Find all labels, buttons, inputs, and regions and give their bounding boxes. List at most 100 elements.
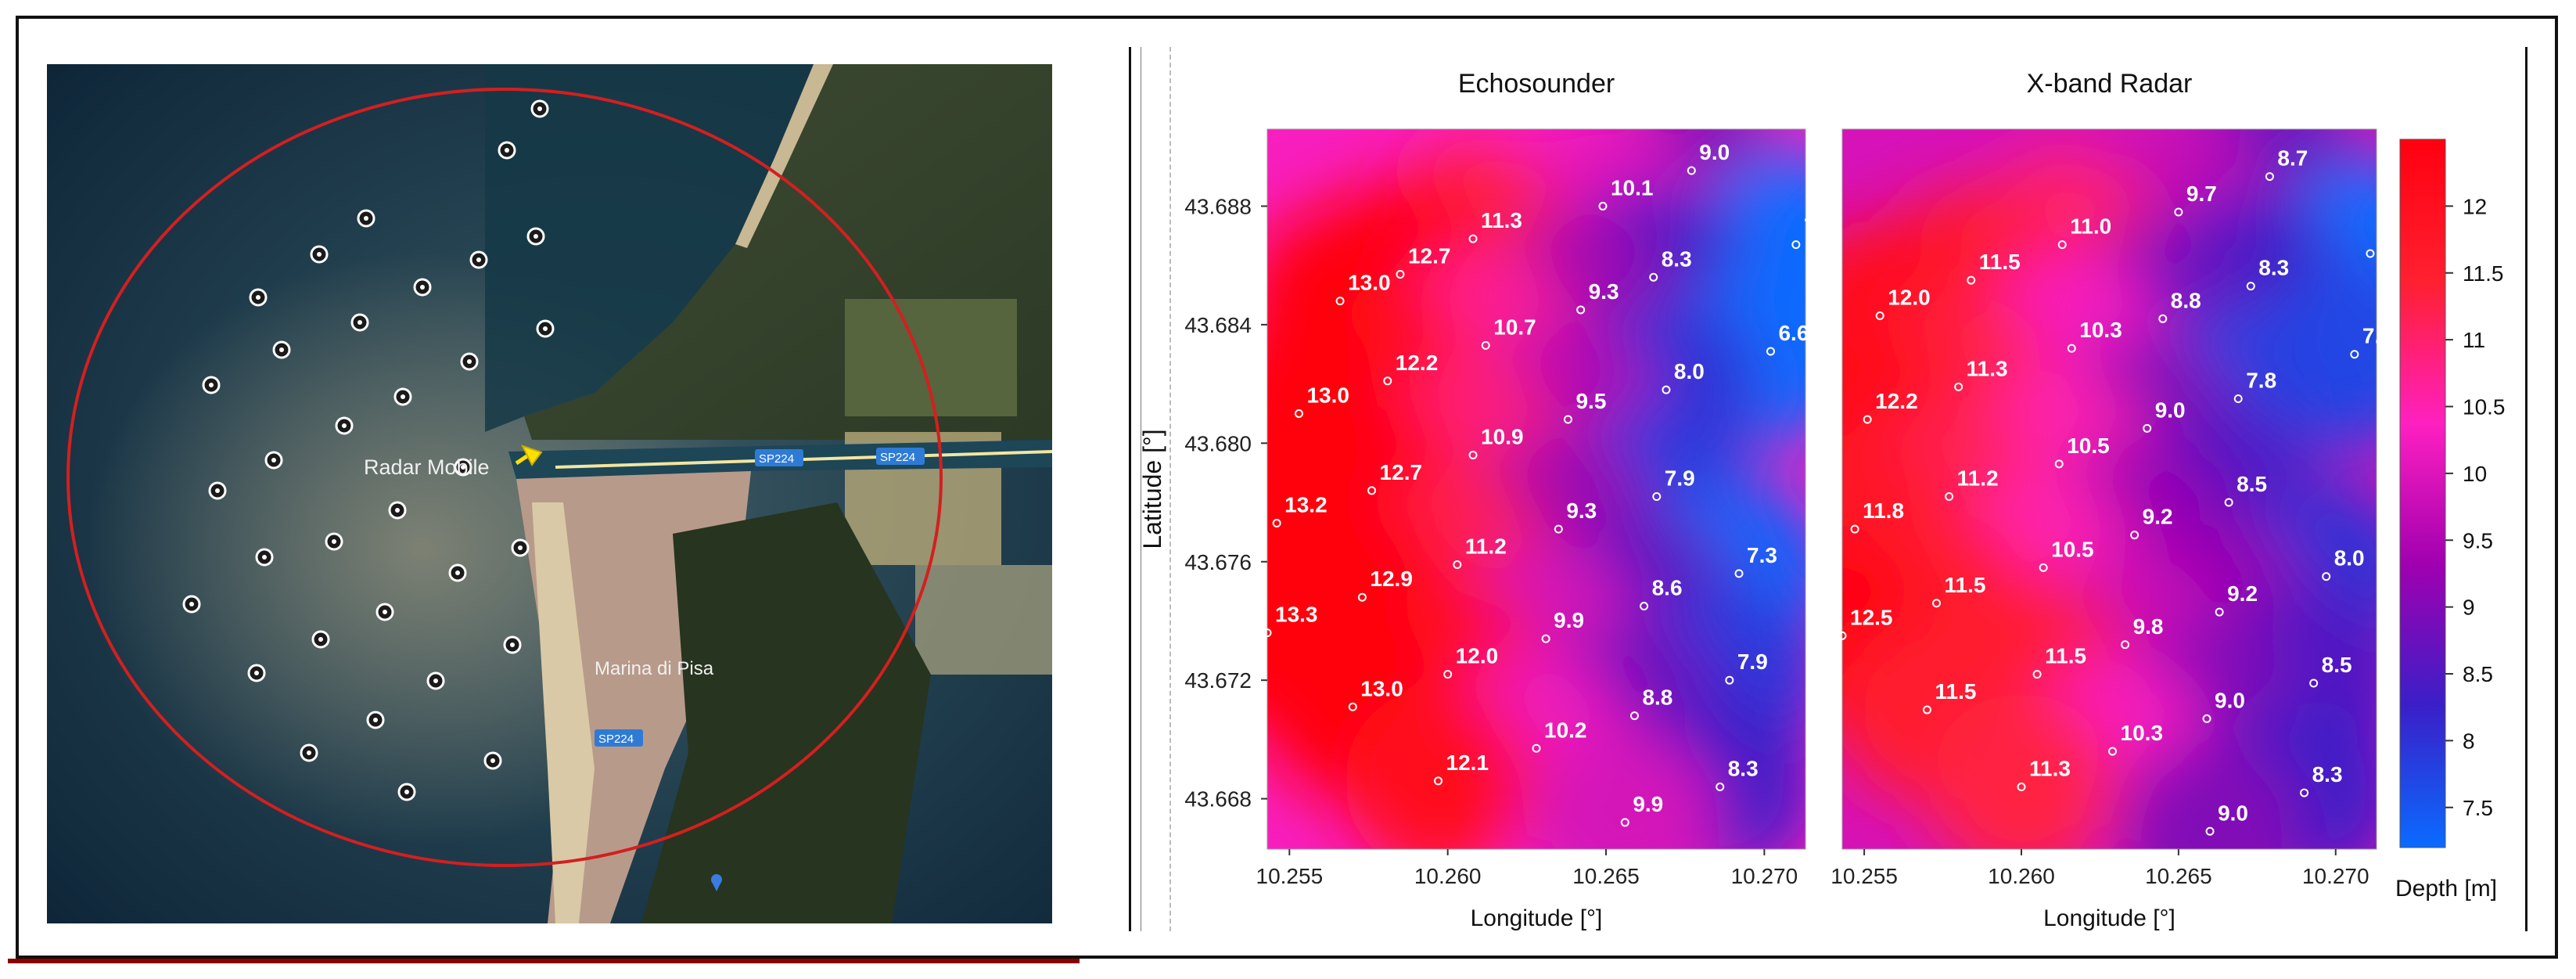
data-point xyxy=(1554,524,1563,534)
data-point xyxy=(1649,272,1658,282)
y-tick-label: 43.676 xyxy=(1184,550,1252,574)
data-label: 9.0 xyxy=(2215,688,2245,712)
depth-field xyxy=(1842,129,2377,849)
plot-area xyxy=(1841,128,2377,850)
data-point xyxy=(1263,628,1272,638)
measurement-point xyxy=(503,635,522,654)
x-tick-label: 10.270 xyxy=(1731,864,1798,888)
panel-divider xyxy=(1129,47,1131,931)
data-label: 11.2 xyxy=(1957,466,1999,490)
data-point xyxy=(1383,376,1392,386)
data-label: 7.9 xyxy=(1665,466,1695,490)
data-point xyxy=(1725,675,1734,685)
colorbar-tick-label: 12 xyxy=(2463,194,2487,218)
data-point xyxy=(2108,747,2118,756)
data-label: 8.3 xyxy=(2258,256,2289,280)
data-label: 10.5 xyxy=(2051,537,2094,561)
colorbar-tick-label: 9 xyxy=(2463,596,2475,620)
satellite-map: Radar Mobile Marina di Pisa SP224 SP224 … xyxy=(47,64,1052,923)
data-point xyxy=(2246,282,2255,291)
data-label: 7.7 xyxy=(2362,324,2393,348)
data-label: 8.8 xyxy=(2171,288,2201,312)
measurement-point xyxy=(483,751,502,770)
colorbar-tick-label: 8 xyxy=(2463,729,2475,753)
data-label: 9.5 xyxy=(1575,389,1606,413)
measurement-point xyxy=(325,532,343,551)
measurement-point xyxy=(350,313,369,332)
data-point xyxy=(2224,498,2233,507)
data-label: 10.1 xyxy=(1611,175,1654,200)
data-point xyxy=(2032,670,2042,679)
data-point xyxy=(1863,415,1872,424)
colorbar-tick-label: 11 xyxy=(2463,328,2485,352)
data-label: 10.9 xyxy=(1481,424,1524,448)
data-label: 9.2 xyxy=(2143,505,2173,529)
panel-divider xyxy=(2525,47,2527,931)
colorbar: 12 11.5 11 10.5 10 9.5 9 8.5 8 7.5 Depth [m] xyxy=(2395,139,2506,902)
data-label: 9.0 xyxy=(2155,398,2186,422)
data-label: 9.7 xyxy=(2186,182,2217,206)
dark-sea-north xyxy=(485,64,821,432)
measurement-point xyxy=(530,99,549,118)
data-label: 11.5 xyxy=(1979,250,2021,274)
colorbar-tick-label: 9.5 xyxy=(2463,528,2493,552)
data-label: 12.2 xyxy=(1875,389,1918,413)
data-point xyxy=(1532,743,1541,753)
data-label: 9.2 xyxy=(2227,581,2258,606)
data-point xyxy=(1357,592,1367,602)
y-tick-label: 43.668 xyxy=(1184,787,1252,812)
data-point xyxy=(1967,275,1976,285)
data-label: 9.0 xyxy=(1699,140,1730,164)
data-point xyxy=(2039,563,2048,572)
data-label: 11.3 xyxy=(1967,356,2008,380)
x-axis-label: Longitude [°] xyxy=(2043,905,2175,931)
measurement-point xyxy=(311,630,330,649)
measurement-point xyxy=(310,245,329,264)
colorbar-tick-label: 8.5 xyxy=(2463,662,2493,686)
data-point xyxy=(2174,207,2183,217)
data-label: 7.9 xyxy=(1737,650,1768,674)
y-axis-label: Latitude [°] xyxy=(1138,429,1166,549)
x-tick-label: 10.260 xyxy=(1414,864,1482,888)
data-point xyxy=(2366,249,2375,258)
data-label: 12.0 xyxy=(1456,644,1499,668)
data-point xyxy=(2265,172,2274,182)
data-label: 8.5 xyxy=(2236,472,2267,496)
data-point xyxy=(1598,201,1608,211)
data-point xyxy=(1576,305,1586,315)
data-label: 8.3 xyxy=(2312,762,2343,786)
map-marker-icon xyxy=(711,874,722,891)
data-point xyxy=(2067,344,2076,353)
data-point xyxy=(2158,314,2168,323)
data-label: 7.3 xyxy=(1747,543,1777,567)
svg-text:SP224: SP224 xyxy=(759,452,794,466)
measurement-point xyxy=(498,141,516,160)
x-tick-label: 10.255 xyxy=(1256,864,1324,888)
data-label: 12.0 xyxy=(1888,286,1931,310)
chart-title: Echosounder xyxy=(1458,69,1615,99)
data-label: 11.3 xyxy=(2029,756,2071,780)
x-tick-label: 10.265 xyxy=(2145,864,2212,888)
data-label: 11.2 xyxy=(1465,534,1507,559)
data-label: 10.5 xyxy=(2067,434,2110,458)
measurement-point xyxy=(388,501,407,520)
data-label: 7 xyxy=(2378,223,2391,247)
data-point xyxy=(2121,640,2130,650)
measurement-point xyxy=(272,340,291,359)
data-label: 8.7 xyxy=(2277,146,2308,171)
data-point xyxy=(2309,678,2319,688)
data-label: 12.9 xyxy=(1370,567,1413,591)
measurement-point xyxy=(397,783,416,801)
measurement-point xyxy=(526,227,545,246)
data-point xyxy=(1443,670,1453,679)
depth-field xyxy=(1267,129,1805,849)
data-point xyxy=(2057,240,2067,250)
measurement-point xyxy=(393,387,412,406)
x-tick-label: 10.265 xyxy=(1572,864,1640,888)
data-label: 8.6 xyxy=(1652,576,1683,600)
data-label: 10.2 xyxy=(1544,718,1587,742)
radar-pin-icon xyxy=(515,445,543,466)
data-point xyxy=(1850,524,1859,534)
data-label: 11.5 xyxy=(1945,573,1986,597)
